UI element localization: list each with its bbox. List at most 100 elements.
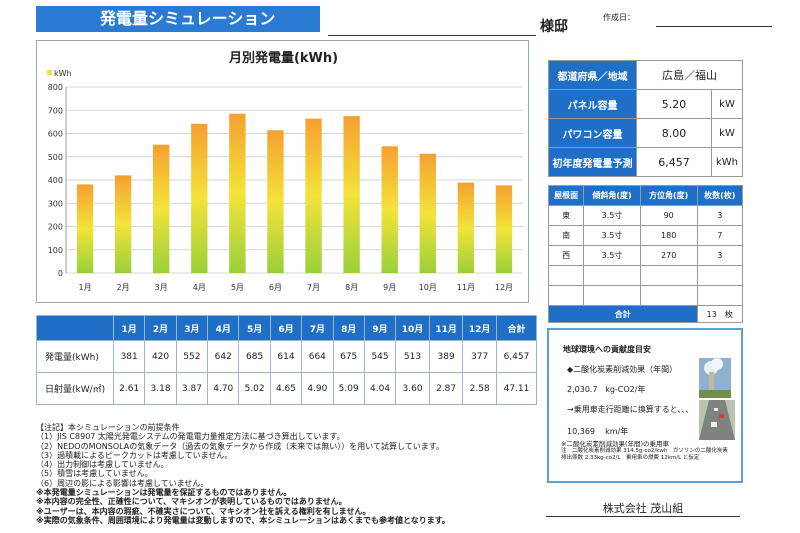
roof-empty-row xyxy=(547,285,744,306)
photo-chimney xyxy=(709,372,714,398)
panel-capacity-value: 5.20 xyxy=(636,89,712,119)
region-value: 広島／福山 xyxy=(636,60,743,90)
note-line: （5）積雪は考慮していません。 xyxy=(36,469,153,479)
roof-total-row: 合計 13 枚 xyxy=(548,305,744,323)
bar xyxy=(153,144,170,273)
note-line: （1）JIS C8907 太陽光発電システムの発電電力量推定方法に基づき算出して… xyxy=(36,432,345,442)
roof-total-value-cell: 13 枚 xyxy=(696,305,744,323)
y-tick-label: 200 xyxy=(48,223,63,232)
company-name: 株式会社 茂山組 xyxy=(602,502,684,515)
y-tick-label: 300 xyxy=(48,199,63,208)
customer-honorific: 様邸 xyxy=(540,19,568,35)
x-tick-label: 10月 xyxy=(419,283,437,292)
irradiance-row: 日射量(kW/㎡) 2.61 3.18 3.87 4.70 5.02 4.65 4.90 5.… xyxy=(36,372,538,405)
first-year-forecast-unit: kWh xyxy=(711,147,743,177)
month-value-cell: 5.09 xyxy=(332,372,365,405)
month-value-cell: 377 xyxy=(462,340,497,373)
month-value-cell: 4.04 xyxy=(363,372,397,405)
x-tick-label: 6月 xyxy=(269,283,282,292)
info-row-region: 都道府県／地域 広島／福山 xyxy=(548,60,743,90)
roof-cell xyxy=(547,265,585,286)
month-value-cell: 513 xyxy=(395,340,430,373)
photo-smoke xyxy=(711,358,723,370)
panel-capacity-unit: kW xyxy=(711,89,743,119)
bar xyxy=(495,185,513,273)
month-value-cell: 2.58 xyxy=(462,372,497,405)
x-tick-label: 2月 xyxy=(117,283,130,292)
monthly-generation-chart: 月別発電量(kWh) 0 100 200 300 400 500 600 700 800 1月 2月… xyxy=(36,40,529,303)
month-value-cell: 685 xyxy=(238,340,271,373)
roof-header-row: 屋根面 傾斜角(度) 方位角(度) 枚数(枚) xyxy=(547,185,744,206)
month-value-cell: 4.65 xyxy=(269,372,303,405)
month-header: 7月 xyxy=(301,315,334,341)
created-date-label: 作成日： xyxy=(603,13,635,22)
co2-reduction-value: 2,030.7 xyxy=(567,385,598,394)
bar xyxy=(229,113,246,273)
roof-header-azimuth: 方位角(度) xyxy=(639,185,698,206)
note-line: （2）NEDOのMONSOLAの気象データ（過去の気象データから作成（未来では無… xyxy=(36,441,444,451)
page-title: 発電量シミュレーション xyxy=(36,6,320,32)
photo-car xyxy=(711,422,717,427)
x-tick-label: 8月 xyxy=(345,283,358,292)
legend-swatch xyxy=(47,70,52,75)
roof-total-unit: 枚 xyxy=(724,309,733,319)
roof-cell xyxy=(639,265,698,286)
month-value-cell: 552 xyxy=(175,340,209,373)
roof-table: 屋根面 傾斜角(度) 方位角(度) 枚数(枚) 東 3.5寸 90 3 南 3.… xyxy=(547,185,744,323)
disclaimer-line: ※ユーザーは、本内容の瑕疵、不確実さについて、マキシオン社を訴える権利を有しませ… xyxy=(36,506,371,516)
irradiance-row-label: 日射量(kW/㎡) xyxy=(36,372,114,405)
inverter-capacity-value: 8.00 xyxy=(636,118,712,148)
month-header: 1月 xyxy=(112,315,146,341)
y-tick-label: 0 xyxy=(58,269,63,278)
roof-cell: 3.5寸 xyxy=(583,245,641,266)
roof-cell xyxy=(696,265,744,286)
co2-reduction-unit: kg-CO2/年 xyxy=(605,385,646,394)
info-row-inverter: パワコン容量 8.00 kW xyxy=(548,118,743,148)
env-assumptions-note: 注 二酸化炭素削減効果 314.5g-co2/kwh ガソリンの二酸化炭素排出係… xyxy=(561,448,728,461)
y-tick-label: 100 xyxy=(48,246,63,255)
generation-row-label: 発電量(kWh) xyxy=(36,340,114,373)
month-value-cell: 4.70 xyxy=(207,372,240,405)
month-value-cell: 4.90 xyxy=(301,372,334,405)
customer-name-line xyxy=(328,35,536,36)
info-row-forecast: 初年度発電量予測 6,457 kWh xyxy=(548,147,743,177)
roof-total-label: 合計 xyxy=(548,305,698,323)
car-distance-value-line: 10,369 km/年 xyxy=(567,426,628,437)
monthly-data-table: 1月 2月 3月 4月 5月 6月 7月 8月 9月 10月 11月 12月 合計 発電量(kWh) 3… xyxy=(36,315,538,405)
roof-cell: 3.5寸 xyxy=(583,205,641,226)
roof-cell: 270 xyxy=(639,245,698,266)
month-value-cell: 3.87 xyxy=(175,372,209,405)
x-tick-label: 9月 xyxy=(383,283,396,292)
y-tick-label: 700 xyxy=(48,106,63,115)
x-tick-label: 4月 xyxy=(193,283,206,292)
roof-cell: 90 xyxy=(639,205,698,226)
roof-total-value: 13 xyxy=(706,309,717,319)
month-header: 2月 xyxy=(144,315,177,341)
panel-capacity-label: パネル容量 xyxy=(548,89,637,119)
roof-cell xyxy=(639,285,698,306)
disclaimer-line: ※実際の気象条件、周囲環境により発電量は変動しますので、本シミュレーションはあく… xyxy=(36,515,450,525)
roof-cell: 3 xyxy=(696,205,744,226)
bar xyxy=(76,184,94,273)
info-row-panel: パネル容量 5.20 kW xyxy=(548,89,743,119)
car-distance-value: 10,369 xyxy=(567,427,595,436)
env-note: ※二酸化炭素削減効果(年間)の乗用車 xyxy=(561,440,670,448)
region-label: 都道府県／地域 xyxy=(548,60,637,90)
note-line: 【注記】本シミュレーションの前提条件 xyxy=(36,423,180,432)
roof-cell: 南 xyxy=(547,225,585,246)
roof-cell: 3 xyxy=(696,245,744,266)
roof-row: 西 3.5寸 270 3 xyxy=(547,245,744,266)
y-tick-label: 400 xyxy=(48,176,63,185)
x-tick-label: 5月 xyxy=(231,283,244,292)
bar xyxy=(343,116,360,273)
created-date-line xyxy=(656,26,772,27)
car-distance-unit: km/年 xyxy=(605,427,629,436)
inverter-capacity-unit: kW xyxy=(711,118,743,148)
bar xyxy=(114,175,132,273)
month-value-cell: 675 xyxy=(332,340,365,373)
month-value-cell: 545 xyxy=(363,340,397,373)
x-tick-label: 1月 xyxy=(78,283,91,292)
month-value-cell: 381 xyxy=(112,340,146,373)
roof-cell: 3.5寸 xyxy=(583,225,641,246)
month-header: 6月 xyxy=(269,315,303,341)
